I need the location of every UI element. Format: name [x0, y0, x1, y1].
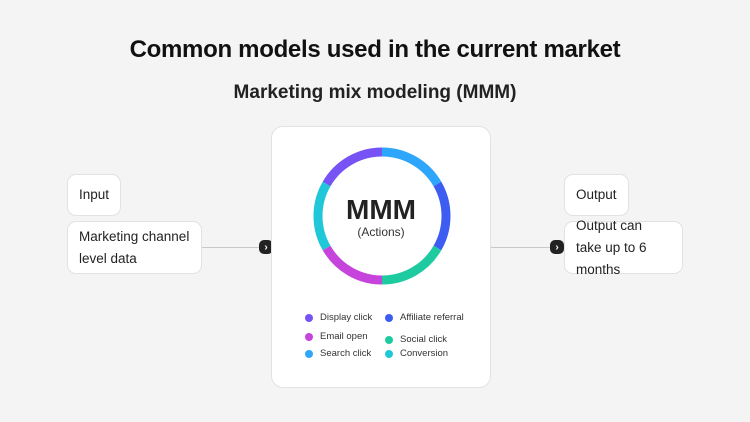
legend-label: Conversion — [400, 348, 449, 359]
input-text-box: Marketing channel level data — [67, 221, 202, 274]
ring-segment-display-click — [322, 147, 383, 187]
ring-segment-conversion — [313, 181, 331, 251]
ring-segment-affiliate-referral — [433, 181, 451, 251]
legend-dot — [305, 349, 313, 358]
ring-segment-social-click — [381, 245, 442, 285]
chevron-right-icon: › — [550, 240, 564, 254]
legend-label: Search click — [320, 348, 372, 359]
chevron-right-icon: › — [259, 240, 273, 254]
legend-item: Display click — [305, 312, 372, 323]
legend-dot — [385, 313, 393, 322]
legend-dot — [385, 335, 393, 344]
page-title: Common models used in the current market — [129, 36, 621, 63]
ring-segment-email-open — [322, 245, 383, 285]
mmm-subtitle: (Actions) — [357, 225, 405, 239]
legend-label: Social click — [400, 334, 447, 345]
legend-label: Affiliate referral — [400, 312, 464, 323]
legend-item: Social click — [385, 334, 447, 345]
output-text-box: Output can take up to 6 months — [564, 218, 683, 277]
output-label-box: Output — [564, 174, 629, 216]
input-connector — [202, 247, 260, 248]
output-label: Output — [576, 187, 617, 202]
input-label: Input — [79, 187, 110, 202]
mmm-card: MMM (Actions) Display click Affiliate ref… — [271, 126, 491, 388]
legend-dot — [305, 313, 313, 322]
page-subtitle: Marketing mix modeling (MMM) — [233, 82, 517, 103]
legend-label: Display click — [320, 312, 373, 323]
ring-segment-search-click — [381, 147, 442, 187]
mmm-ring — [313, 147, 451, 285]
mmm-title: MMM — [346, 194, 416, 225]
output-connector — [491, 247, 551, 248]
legend-item: Search click — [305, 348, 371, 359]
legend-dot — [305, 332, 313, 341]
input-label-box: Input — [67, 174, 122, 216]
legend-label: Email open — [320, 331, 368, 342]
input-text: Marketing channel level data — [79, 228, 190, 266]
legend-dot — [385, 349, 393, 358]
legend-item: Email open — [305, 331, 368, 342]
legend-item: Conversion — [385, 348, 448, 359]
legend-item: Affiliate referral — [385, 312, 464, 323]
output-text: Output can take up to 6 months — [576, 217, 647, 277]
